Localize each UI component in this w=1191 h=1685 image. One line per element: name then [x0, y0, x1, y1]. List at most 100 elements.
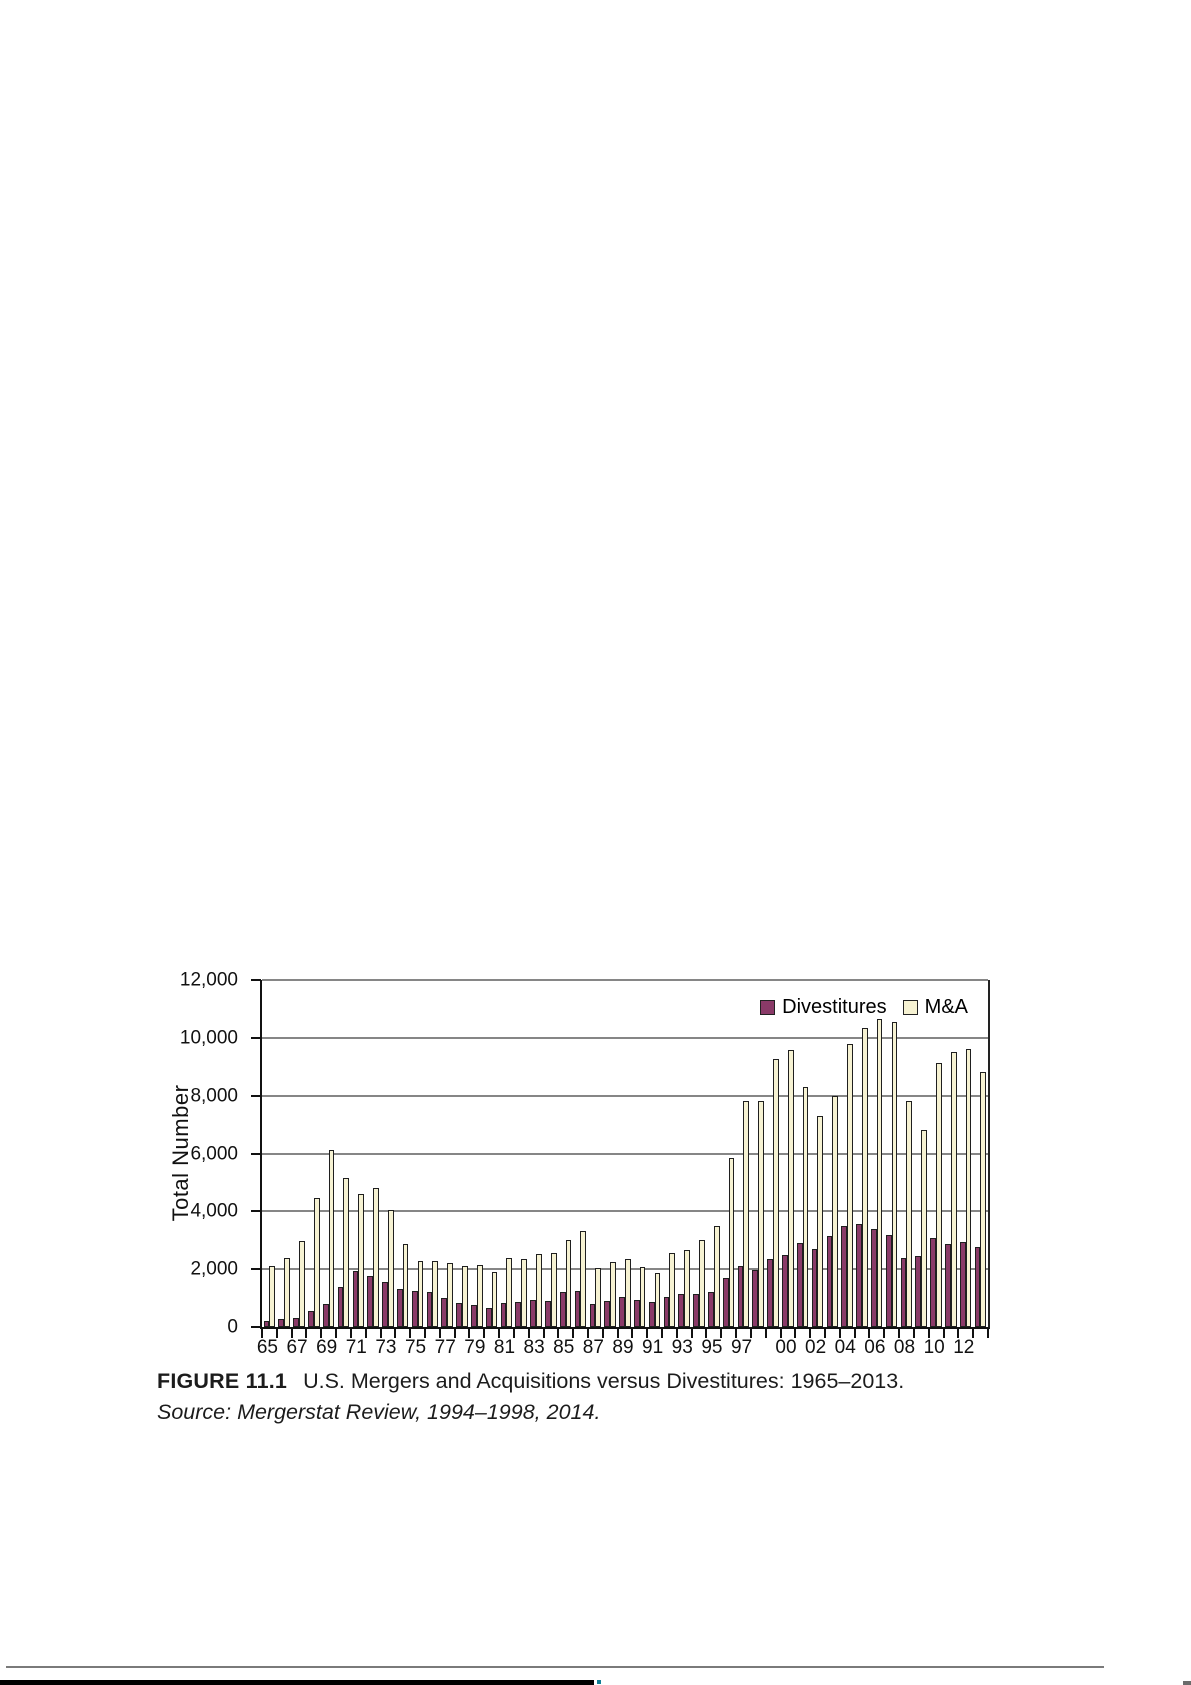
x-tick-0	[261, 1329, 263, 1338]
year-slot-1991	[647, 980, 662, 1327]
bar-divestitures-1979	[471, 1305, 477, 1327]
bar-divestitures-1996	[722, 1277, 729, 1327]
bar-ma-2002	[817, 1115, 824, 1327]
bar-ma-1996	[728, 1157, 735, 1327]
bar-divestitures-2013	[974, 1246, 981, 1327]
gridline-6000	[262, 1152, 988, 1155]
x-tick-label-1995: 95	[701, 1337, 723, 1358]
bar-ma-1986	[580, 1230, 587, 1327]
legend-entry-divestitures: Divestitures	[760, 996, 887, 1019]
x-tick-32	[735, 1329, 738, 1338]
legend: Divestitures M&A	[760, 996, 968, 1019]
x-tick-label-2010: 10	[923, 1337, 945, 1358]
x-axis-labels: 65 67 69 71 73 75 77 79 81 83 85 87 89 91 93 95 97 00 02 04…	[256, 1337, 986, 1361]
bar-divestitures-1980	[485, 1307, 492, 1327]
divestitures-swatch-icon	[760, 1000, 776, 1015]
x-tick-label-1987: 87	[582, 1337, 604, 1358]
x-tick-43	[898, 1329, 901, 1338]
bar-ma-2009	[921, 1130, 927, 1327]
bar-divestitures-2012	[959, 1241, 966, 1327]
bar-divestitures-1998	[752, 1269, 759, 1327]
x-tick-33	[749, 1329, 752, 1338]
x-tick-14	[468, 1329, 471, 1338]
x-tick-label-1989: 89	[612, 1337, 634, 1358]
x-tick-15	[483, 1329, 486, 1338]
bar-ma-1968	[313, 1197, 320, 1327]
year-slot-1998	[751, 980, 766, 1327]
bar-divestitures-1981	[500, 1303, 507, 1327]
bar-ma-1967	[299, 1240, 305, 1327]
bar-ma-1970	[343, 1178, 350, 1327]
bar-divestitures-1978	[456, 1303, 462, 1327]
figure-number: FIGURE 11.1	[157, 1369, 288, 1393]
x-tick-22	[586, 1329, 589, 1338]
bar-ma-1988	[610, 1261, 616, 1327]
gridline-8000	[262, 1094, 988, 1097]
bar-ma-1985	[565, 1240, 572, 1327]
x-tick-35	[779, 1329, 782, 1338]
x-tick-49	[987, 1329, 989, 1338]
bar-divestitures-1968	[308, 1310, 314, 1327]
bar-ma-1989	[624, 1258, 631, 1327]
x-tick-11	[423, 1329, 426, 1338]
x-tick-23	[601, 1329, 604, 1338]
year-slot-1965	[262, 980, 277, 1327]
bar-ma-1976	[432, 1261, 439, 1327]
x-tick-label-2004: 04	[834, 1337, 856, 1358]
figure-title: U.S. Mergers and Acquisitions versus Div…	[303, 1369, 905, 1393]
x-tick-13	[453, 1329, 456, 1338]
y-tick-8000	[251, 1094, 261, 1097]
bar-ma-1965	[269, 1265, 276, 1327]
year-slot-2000	[780, 980, 795, 1327]
x-tick-16	[498, 1329, 501, 1338]
bar-divestitures-1971	[352, 1271, 359, 1327]
x-tick-5	[335, 1329, 338, 1338]
legend-label-ma: M&A	[924, 996, 968, 1018]
year-slot-1983	[529, 980, 544, 1327]
bar-ma-2010	[935, 1063, 942, 1327]
bar-ma-1992	[669, 1252, 676, 1327]
year-slot-1975	[410, 980, 425, 1327]
bar-divestitures-2007	[885, 1235, 892, 1327]
bar-divestitures-1994	[693, 1294, 699, 1327]
year-slot-1990	[632, 980, 647, 1327]
y-tick-label-6000: 6,000	[190, 1143, 238, 1164]
year-slot-1968	[306, 980, 321, 1327]
bar-divestitures-1976	[426, 1292, 433, 1327]
x-tick-3	[305, 1329, 308, 1338]
year-slot-1984	[543, 980, 558, 1327]
x-tick-7	[364, 1329, 367, 1338]
bar-divestitures-1984	[545, 1300, 551, 1327]
year-slot-1994	[692, 980, 707, 1327]
x-tick-label-1973: 73	[375, 1337, 397, 1358]
y-tick-label-0: 0	[227, 1316, 238, 1338]
x-tick-label-1965: 65	[256, 1337, 278, 1358]
footer-divider	[6, 1666, 1104, 1668]
bar-divestitures-2001	[796, 1243, 803, 1327]
bar-ma-2012	[965, 1049, 972, 1327]
year-slot-1993	[677, 980, 692, 1327]
x-tick-18	[527, 1329, 530, 1338]
year-slot-1974	[395, 980, 410, 1327]
bar-ma-1991	[654, 1272, 661, 1327]
bar-ma-1995	[713, 1225, 720, 1327]
gridline-12000	[262, 979, 988, 981]
x-tick-28	[675, 1329, 678, 1338]
bar-ma-1982	[521, 1259, 527, 1327]
x-tick-34	[764, 1329, 767, 1338]
bar-ma-2005	[861, 1028, 868, 1327]
y-tick-10000	[251, 1036, 261, 1039]
x-tick-25	[631, 1329, 634, 1338]
ma-swatch-icon	[902, 1000, 918, 1015]
bar-divestitures-2011	[945, 1243, 951, 1327]
year-slot-1999	[766, 980, 781, 1327]
bar-divestitures-2002	[811, 1249, 818, 1327]
x-tick-24	[616, 1329, 619, 1338]
bar-ma-1981	[506, 1257, 513, 1327]
bar-ma-1977	[447, 1262, 453, 1327]
year-slot-1976	[425, 980, 440, 1327]
x-tick-31	[720, 1329, 723, 1338]
footer-teal-dot	[597, 1680, 601, 1684]
year-slot-2013	[973, 980, 988, 1327]
year-slot-2005	[855, 980, 870, 1327]
